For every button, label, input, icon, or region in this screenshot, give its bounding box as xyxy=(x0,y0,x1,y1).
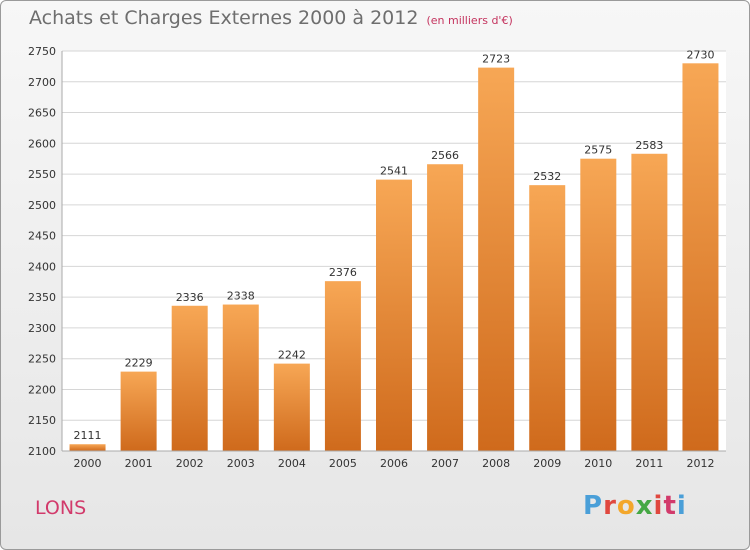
x-tick-label: 2012 xyxy=(686,457,714,470)
data-label-2011: 2583 xyxy=(635,139,663,152)
logo-letter: r xyxy=(603,491,617,521)
data-labels: 2111 2229 2336 2338 2242 2376 2541 2566 2723 2532… xyxy=(74,48,715,442)
y-tick-label: 2400 xyxy=(28,260,56,273)
data-label-2010: 2575 xyxy=(584,144,612,157)
bar-2001 xyxy=(120,371,157,451)
x-axis-ticks: 2000 2001 2002 2003 2004 2005 2006 2007 2008 2009… xyxy=(74,457,715,470)
y-tick-label: 2200 xyxy=(28,383,56,396)
x-tick-label: 2001 xyxy=(125,457,153,470)
x-tick-label: 2010 xyxy=(584,457,612,470)
data-label-2003: 2338 xyxy=(227,290,255,303)
y-tick-label: 2650 xyxy=(28,107,56,120)
bars xyxy=(69,63,719,452)
x-tick-label: 2006 xyxy=(380,457,408,470)
y-tick-label: 2100 xyxy=(28,445,56,458)
x-tick-label: 2007 xyxy=(431,457,459,470)
data-label-2008: 2723 xyxy=(482,53,510,66)
data-label-2007: 2566 xyxy=(431,149,459,162)
bar-2009 xyxy=(529,185,566,451)
bar-2007 xyxy=(427,164,464,451)
chart-title: Achats et Charges Externes 2000 à 2012 xyxy=(29,7,419,29)
data-label-2001: 2229 xyxy=(125,357,153,370)
y-tick-label: 2300 xyxy=(28,322,56,335)
chart-subtitle: (en milliers d'€) xyxy=(426,14,513,27)
logo-letter: x xyxy=(635,491,654,521)
y-tick-label: 2500 xyxy=(28,199,56,212)
bar-2006 xyxy=(376,179,412,451)
logo-letter: i xyxy=(653,491,664,521)
bar-2002 xyxy=(171,305,208,451)
y-tick-label: 2450 xyxy=(28,230,56,243)
logo-letter: t xyxy=(663,491,677,521)
title-row: Achats et Charges Externes 2000 à 2012 (e… xyxy=(29,7,513,29)
data-label-2005: 2376 xyxy=(329,266,357,279)
location-label: LONS xyxy=(35,497,87,519)
data-label-2000: 2111 xyxy=(74,429,102,442)
y-tick-label: 2550 xyxy=(28,168,56,181)
bar-2005 xyxy=(324,281,361,451)
y-tick-label: 2250 xyxy=(28,353,56,366)
x-tick-label: 2000 xyxy=(74,457,102,470)
proxiti-logo: Proxiti xyxy=(583,491,687,521)
y-tick-label: 2150 xyxy=(28,414,56,427)
y-tick-label: 2700 xyxy=(28,76,56,89)
y-tick-label: 2600 xyxy=(28,137,56,150)
x-tick-label: 2011 xyxy=(635,457,663,470)
data-label-2002: 2336 xyxy=(176,291,204,304)
y-tick-label: 2750 xyxy=(28,45,56,58)
bar-2011 xyxy=(631,153,668,451)
x-tick-label: 2003 xyxy=(227,457,255,470)
y-axis-ticks: 2100 2150 2200 2250 2300 2350 2400 2450 2500 2550… xyxy=(28,45,56,458)
bar-2008 xyxy=(478,67,515,451)
data-label-2004: 2242 xyxy=(278,349,306,362)
bar-2012 xyxy=(682,63,719,452)
logo-letter: o xyxy=(616,491,636,521)
x-tick-label: 2008 xyxy=(482,457,510,470)
bar-2000 xyxy=(69,444,106,451)
logo-letter: P xyxy=(583,491,604,521)
data-label-2009: 2532 xyxy=(533,170,561,183)
data-label-2012: 2730 xyxy=(686,48,714,61)
x-tick-label: 2005 xyxy=(329,457,357,470)
x-tick-label: 2002 xyxy=(176,457,204,470)
bar-2010 xyxy=(580,158,617,451)
x-tick-label: 2009 xyxy=(533,457,561,470)
x-tick-label: 2004 xyxy=(278,457,306,470)
bar-2004 xyxy=(273,363,310,451)
logo-letter: i xyxy=(676,491,687,521)
data-label-2006: 2541 xyxy=(380,165,408,178)
y-tick-label: 2350 xyxy=(28,291,56,304)
bar-2003 xyxy=(222,304,259,451)
